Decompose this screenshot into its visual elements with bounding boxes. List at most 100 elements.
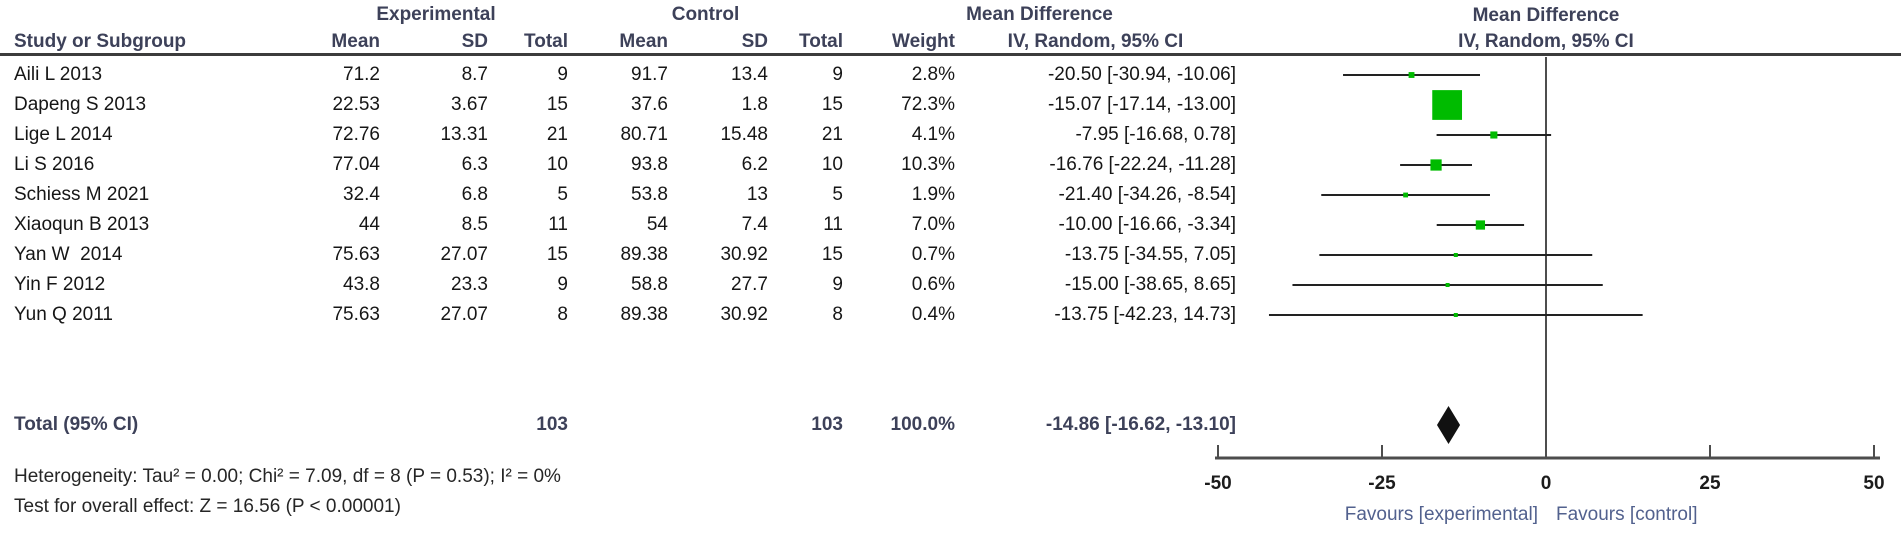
heterogeneity-note: Heterogeneity: Tau² = 0.00; Chi² = 7.09,… bbox=[14, 466, 561, 487]
weight: 72.3% bbox=[901, 94, 955, 115]
exp-sd: 8.7 bbox=[461, 64, 488, 85]
overall-effect-note: Test for overall effect: Z = 16.56 (P < … bbox=[14, 496, 401, 517]
col-header-method: IV, Random, 95% CI bbox=[1007, 31, 1184, 52]
total-weight: 100.0% bbox=[890, 414, 955, 435]
study-rows: Aili L 2013 71.2 8.7 9 91.7 13.4 9 2.8% -20.50 [… bbox=[14, 60, 1236, 330]
col-header-exp-total: Total bbox=[524, 31, 568, 52]
exp-mean: 75.63 bbox=[332, 244, 380, 265]
col-header-ctl-sd: SD bbox=[741, 31, 768, 52]
ctl-mean: 37.6 bbox=[631, 94, 668, 115]
exp-mean: 43.8 bbox=[343, 274, 380, 295]
exp-total: 10 bbox=[546, 154, 568, 175]
ctl-total: 21 bbox=[821, 124, 843, 145]
ctl-sd: 30.92 bbox=[720, 304, 768, 325]
effect-marker bbox=[1453, 313, 1458, 317]
axis-tick-label: -25 bbox=[1368, 473, 1396, 494]
weight: 0.6% bbox=[911, 274, 955, 295]
ctl-total: 15 bbox=[821, 94, 843, 115]
study-name: Schiess M 2021 bbox=[14, 184, 150, 205]
ctl-total: 8 bbox=[832, 304, 843, 325]
effect-marker bbox=[1430, 159, 1442, 171]
blank bbox=[568, 410, 668, 440]
exp-mean: 71.2 bbox=[343, 64, 380, 85]
spacer bbox=[14, 2, 304, 28]
study-name: Lige L 2014 bbox=[14, 124, 113, 145]
exp-sd: 23.3 bbox=[451, 274, 488, 295]
study-row: Dapeng S 2013 22.53 3.67 15 37.6 1.8 15 72.3% -1… bbox=[14, 90, 1236, 120]
ctl-mean: 54 bbox=[646, 214, 668, 235]
weight: 2.8% bbox=[911, 64, 955, 85]
effect-marker bbox=[1490, 131, 1498, 139]
favours-control-label: Favours [control] bbox=[1556, 504, 1698, 525]
exp-sd: 8.5 bbox=[461, 214, 488, 235]
study-row: Xiaoqun B 2013 44 8.5 11 54 7.4 11 7.0% -10.00 [… bbox=[14, 210, 1236, 240]
effect-marker bbox=[1475, 220, 1486, 230]
ctl-total: 15 bbox=[821, 244, 843, 265]
weight: 0.4% bbox=[911, 304, 955, 325]
ci-text: -15.00 [-38.65, 8.65] bbox=[1064, 274, 1236, 295]
plot-header-effect: Mean Difference bbox=[1472, 5, 1620, 26]
study-row: Yin F 2012 43.8 23.3 9 58.8 27.7 9 0.6% -15.00 [… bbox=[14, 270, 1236, 300]
study-row: Yun Q 2011 75.63 27.07 8 89.38 30.92 8 0.4% -13.… bbox=[14, 300, 1236, 330]
effect-marker bbox=[1445, 283, 1450, 287]
ctl-sd: 1.8 bbox=[741, 94, 768, 115]
exp-mean: 32.4 bbox=[343, 184, 380, 205]
study-row: Yan W 2014 75.63 27.07 15 89.38 30.92 15 0.7% -1… bbox=[14, 240, 1236, 270]
weight: 4.1% bbox=[911, 124, 955, 145]
col-header-exp-sd: SD bbox=[461, 31, 488, 52]
study-row: Schiess M 2021 32.4 6.8 5 53.8 13 5 1.9% -21.40 … bbox=[14, 180, 1236, 210]
exp-total: 21 bbox=[546, 124, 568, 145]
study-name: Dapeng S 2013 bbox=[14, 94, 147, 115]
weight: 7.0% bbox=[911, 214, 955, 235]
ctl-mean: 58.8 bbox=[631, 274, 668, 295]
ci-text: -13.75 [-42.23, 14.73] bbox=[1054, 304, 1236, 325]
weight: 1.9% bbox=[911, 184, 955, 205]
blank bbox=[380, 410, 488, 440]
ctl-mean: 91.7 bbox=[631, 64, 668, 85]
ci-text: -16.76 [-22.24, -11.28] bbox=[1049, 154, 1236, 175]
col-header-weight: Weight bbox=[892, 31, 955, 52]
axis-tick-label: 50 bbox=[1863, 473, 1884, 494]
exp-sd: 13.31 bbox=[440, 124, 488, 145]
header-rule bbox=[0, 53, 1901, 56]
col-header-study: Study or Subgroup bbox=[14, 31, 187, 52]
study-name: Xiaoqun B 2013 bbox=[14, 214, 150, 235]
weight: 0.7% bbox=[911, 244, 955, 265]
ci-text: -21.40 [-34.26, -8.54] bbox=[1058, 184, 1236, 205]
weight: 10.3% bbox=[901, 154, 955, 175]
ctl-mean: 93.8 bbox=[631, 154, 668, 175]
effect-marker bbox=[1432, 90, 1463, 120]
ctl-mean: 53.8 bbox=[631, 184, 668, 205]
total-ctl-total: 103 bbox=[811, 414, 843, 435]
study-name: Yun Q 2011 bbox=[14, 304, 113, 325]
ctl-sd: 13.4 bbox=[731, 64, 768, 85]
exp-total: 15 bbox=[546, 244, 568, 265]
ctl-sd: 7.4 bbox=[741, 214, 768, 235]
plot-header-method: IV, Random, 95% CI bbox=[1458, 31, 1634, 52]
exp-sd: 6.8 bbox=[461, 184, 488, 205]
exp-total: 15 bbox=[546, 94, 568, 115]
exp-sd: 3.67 bbox=[451, 94, 488, 115]
ctl-sd: 13 bbox=[746, 184, 768, 205]
study-row: Lige L 2014 72.76 13.31 21 80.71 15.48 21 4.1% -… bbox=[14, 120, 1236, 150]
ctl-sd: 15.48 bbox=[720, 124, 768, 145]
total-exp-total: 103 bbox=[536, 414, 568, 435]
ctl-total: 5 bbox=[832, 184, 843, 205]
total-label: Total (95% CI) bbox=[14, 414, 139, 435]
blank bbox=[304, 410, 380, 440]
exp-sd: 27.07 bbox=[440, 304, 488, 325]
group-header-control: Control bbox=[671, 4, 740, 25]
total-row: Total (95% CI) 103 103 100.0% -14.86 [-1… bbox=[14, 410, 1236, 440]
exp-mean: 75.63 bbox=[332, 304, 380, 325]
effect-marker bbox=[1453, 253, 1458, 257]
exp-sd: 6.3 bbox=[461, 154, 488, 175]
ctl-total: 9 bbox=[832, 274, 843, 295]
study-name: Aili L 2013 bbox=[14, 64, 103, 85]
ctl-sd: 6.2 bbox=[741, 154, 768, 175]
ctl-total: 11 bbox=[823, 214, 843, 235]
axis-tick-label: -50 bbox=[1204, 473, 1231, 494]
study-name: Li S 2016 bbox=[14, 154, 95, 175]
study-row: Li S 2016 77.04 6.3 10 93.8 6.2 10 10.3% -16.76 … bbox=[14, 150, 1236, 180]
table-column-header-row: Study or Subgroup Mean SD Total Mean SD … bbox=[14, 29, 1236, 54]
